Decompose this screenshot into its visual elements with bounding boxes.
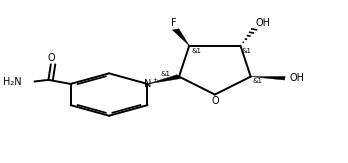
Polygon shape xyxy=(251,76,285,80)
Text: &1: &1 xyxy=(252,78,262,84)
Text: OH: OH xyxy=(290,73,305,83)
Text: +: + xyxy=(152,77,158,82)
Text: O: O xyxy=(47,53,55,63)
Text: &1: &1 xyxy=(160,71,170,77)
Text: &1: &1 xyxy=(242,48,252,54)
Text: O: O xyxy=(211,96,219,106)
Text: H₂N: H₂N xyxy=(3,77,22,87)
Text: F: F xyxy=(171,18,177,28)
Polygon shape xyxy=(148,75,181,84)
Text: &1: &1 xyxy=(191,48,201,54)
Text: N: N xyxy=(144,79,151,89)
Polygon shape xyxy=(173,29,189,46)
Text: OH: OH xyxy=(256,18,271,28)
